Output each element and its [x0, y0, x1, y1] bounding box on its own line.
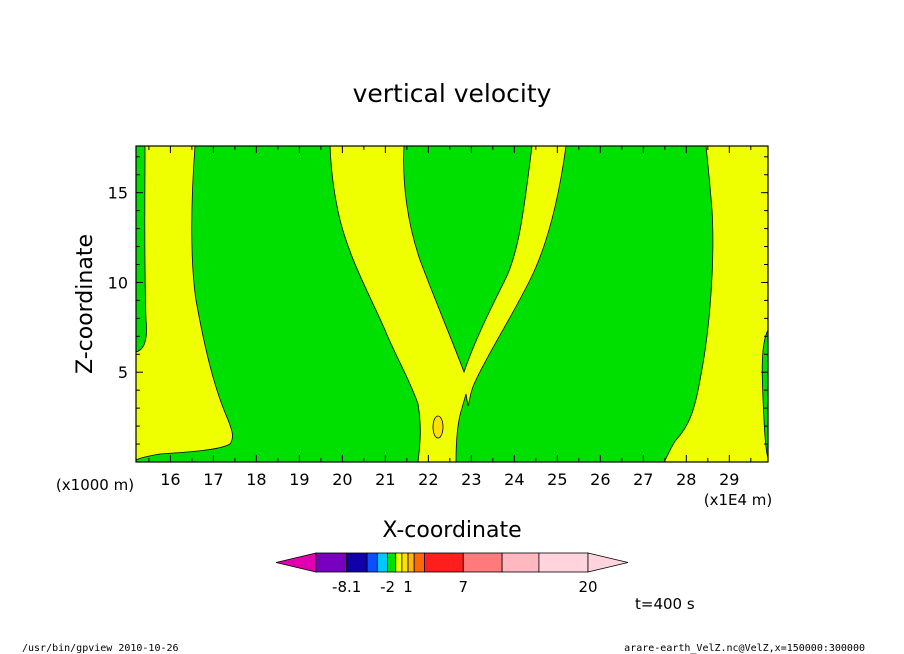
x-tick-label-25: 25 [547, 470, 567, 489]
x-tick-label-28: 28 [676, 470, 696, 489]
y-axis-label: Z-coordinate [73, 234, 98, 374]
chart-title: vertical velocity [353, 79, 552, 108]
x-tick-label-29: 29 [719, 470, 739, 489]
y-tick-label-5: 5 [118, 363, 128, 382]
footer-left: /usr/bin/gpview 2010-10-26 [22, 643, 179, 654]
colorbar-cell [376, 552, 388, 573]
updraft-region-center [329, 145, 567, 463]
time-label: t=400 s [635, 595, 695, 613]
x-unit-right: (x1E4 m) [704, 491, 773, 509]
colorbar-labels: -8.1 -2 1 7 20 [332, 578, 598, 596]
x-axis: 16 17 18 19 20 21 22 23 24 25 26 27 28 29 [148, 146, 752, 489]
colorbar-cell [407, 552, 415, 573]
colorbar-arrow-low [275, 552, 317, 573]
x-tick-label-26: 26 [590, 470, 610, 489]
colorbar-cell [401, 552, 409, 573]
x-tick-label-16: 16 [160, 470, 180, 489]
colorbar-cell [315, 552, 348, 573]
plot-frame [135, 145, 769, 463]
x-tick-label-23: 23 [461, 470, 481, 489]
x-tick-label-17: 17 [203, 470, 223, 489]
colorbar-cell [501, 552, 540, 573]
colorbar-label: 1 [403, 578, 413, 596]
x-tick-label-20: 20 [332, 470, 352, 489]
x-unit-left: (x1000 m) [56, 476, 134, 494]
footer-right: arare-earth_VelZ.nc@VelZ,x=150000:300000 [624, 643, 865, 654]
colorbar-cell [366, 552, 378, 573]
colorbar-cell [387, 552, 397, 573]
x-tick-label-21: 21 [375, 470, 395, 489]
colorbar-cell [462, 552, 503, 573]
colorbar-label: -2 [380, 578, 395, 596]
colorbar-cell [413, 552, 425, 573]
updraft-region-left [135, 145, 233, 461]
colorbar-cell [423, 552, 464, 573]
x-tick-label-18: 18 [246, 470, 266, 489]
x-tick-label-22: 22 [418, 470, 438, 489]
colorbar-arrow-high [587, 552, 629, 573]
colorbar-label: 7 [458, 578, 468, 596]
x-tick-label-24: 24 [504, 470, 524, 489]
y-axis: 5 10 15 [108, 156, 768, 445]
colorbar-label: -8.1 [332, 578, 361, 596]
colorbar-cell [395, 552, 403, 573]
plot-area [135, 145, 769, 463]
x-tick-label-19: 19 [289, 470, 309, 489]
colorbar [275, 552, 629, 573]
updraft-region-right [663, 145, 769, 463]
y-tick-label-10: 10 [108, 273, 128, 292]
colorbar-label: 20 [578, 578, 597, 596]
colorbar-cell [538, 552, 589, 573]
colorbar-cell [346, 552, 368, 573]
x-tick-label-27: 27 [633, 470, 653, 489]
y-tick-label-15: 15 [108, 184, 128, 203]
updraft-core [432, 415, 444, 439]
x-axis-label: X-coordinate [382, 518, 521, 543]
